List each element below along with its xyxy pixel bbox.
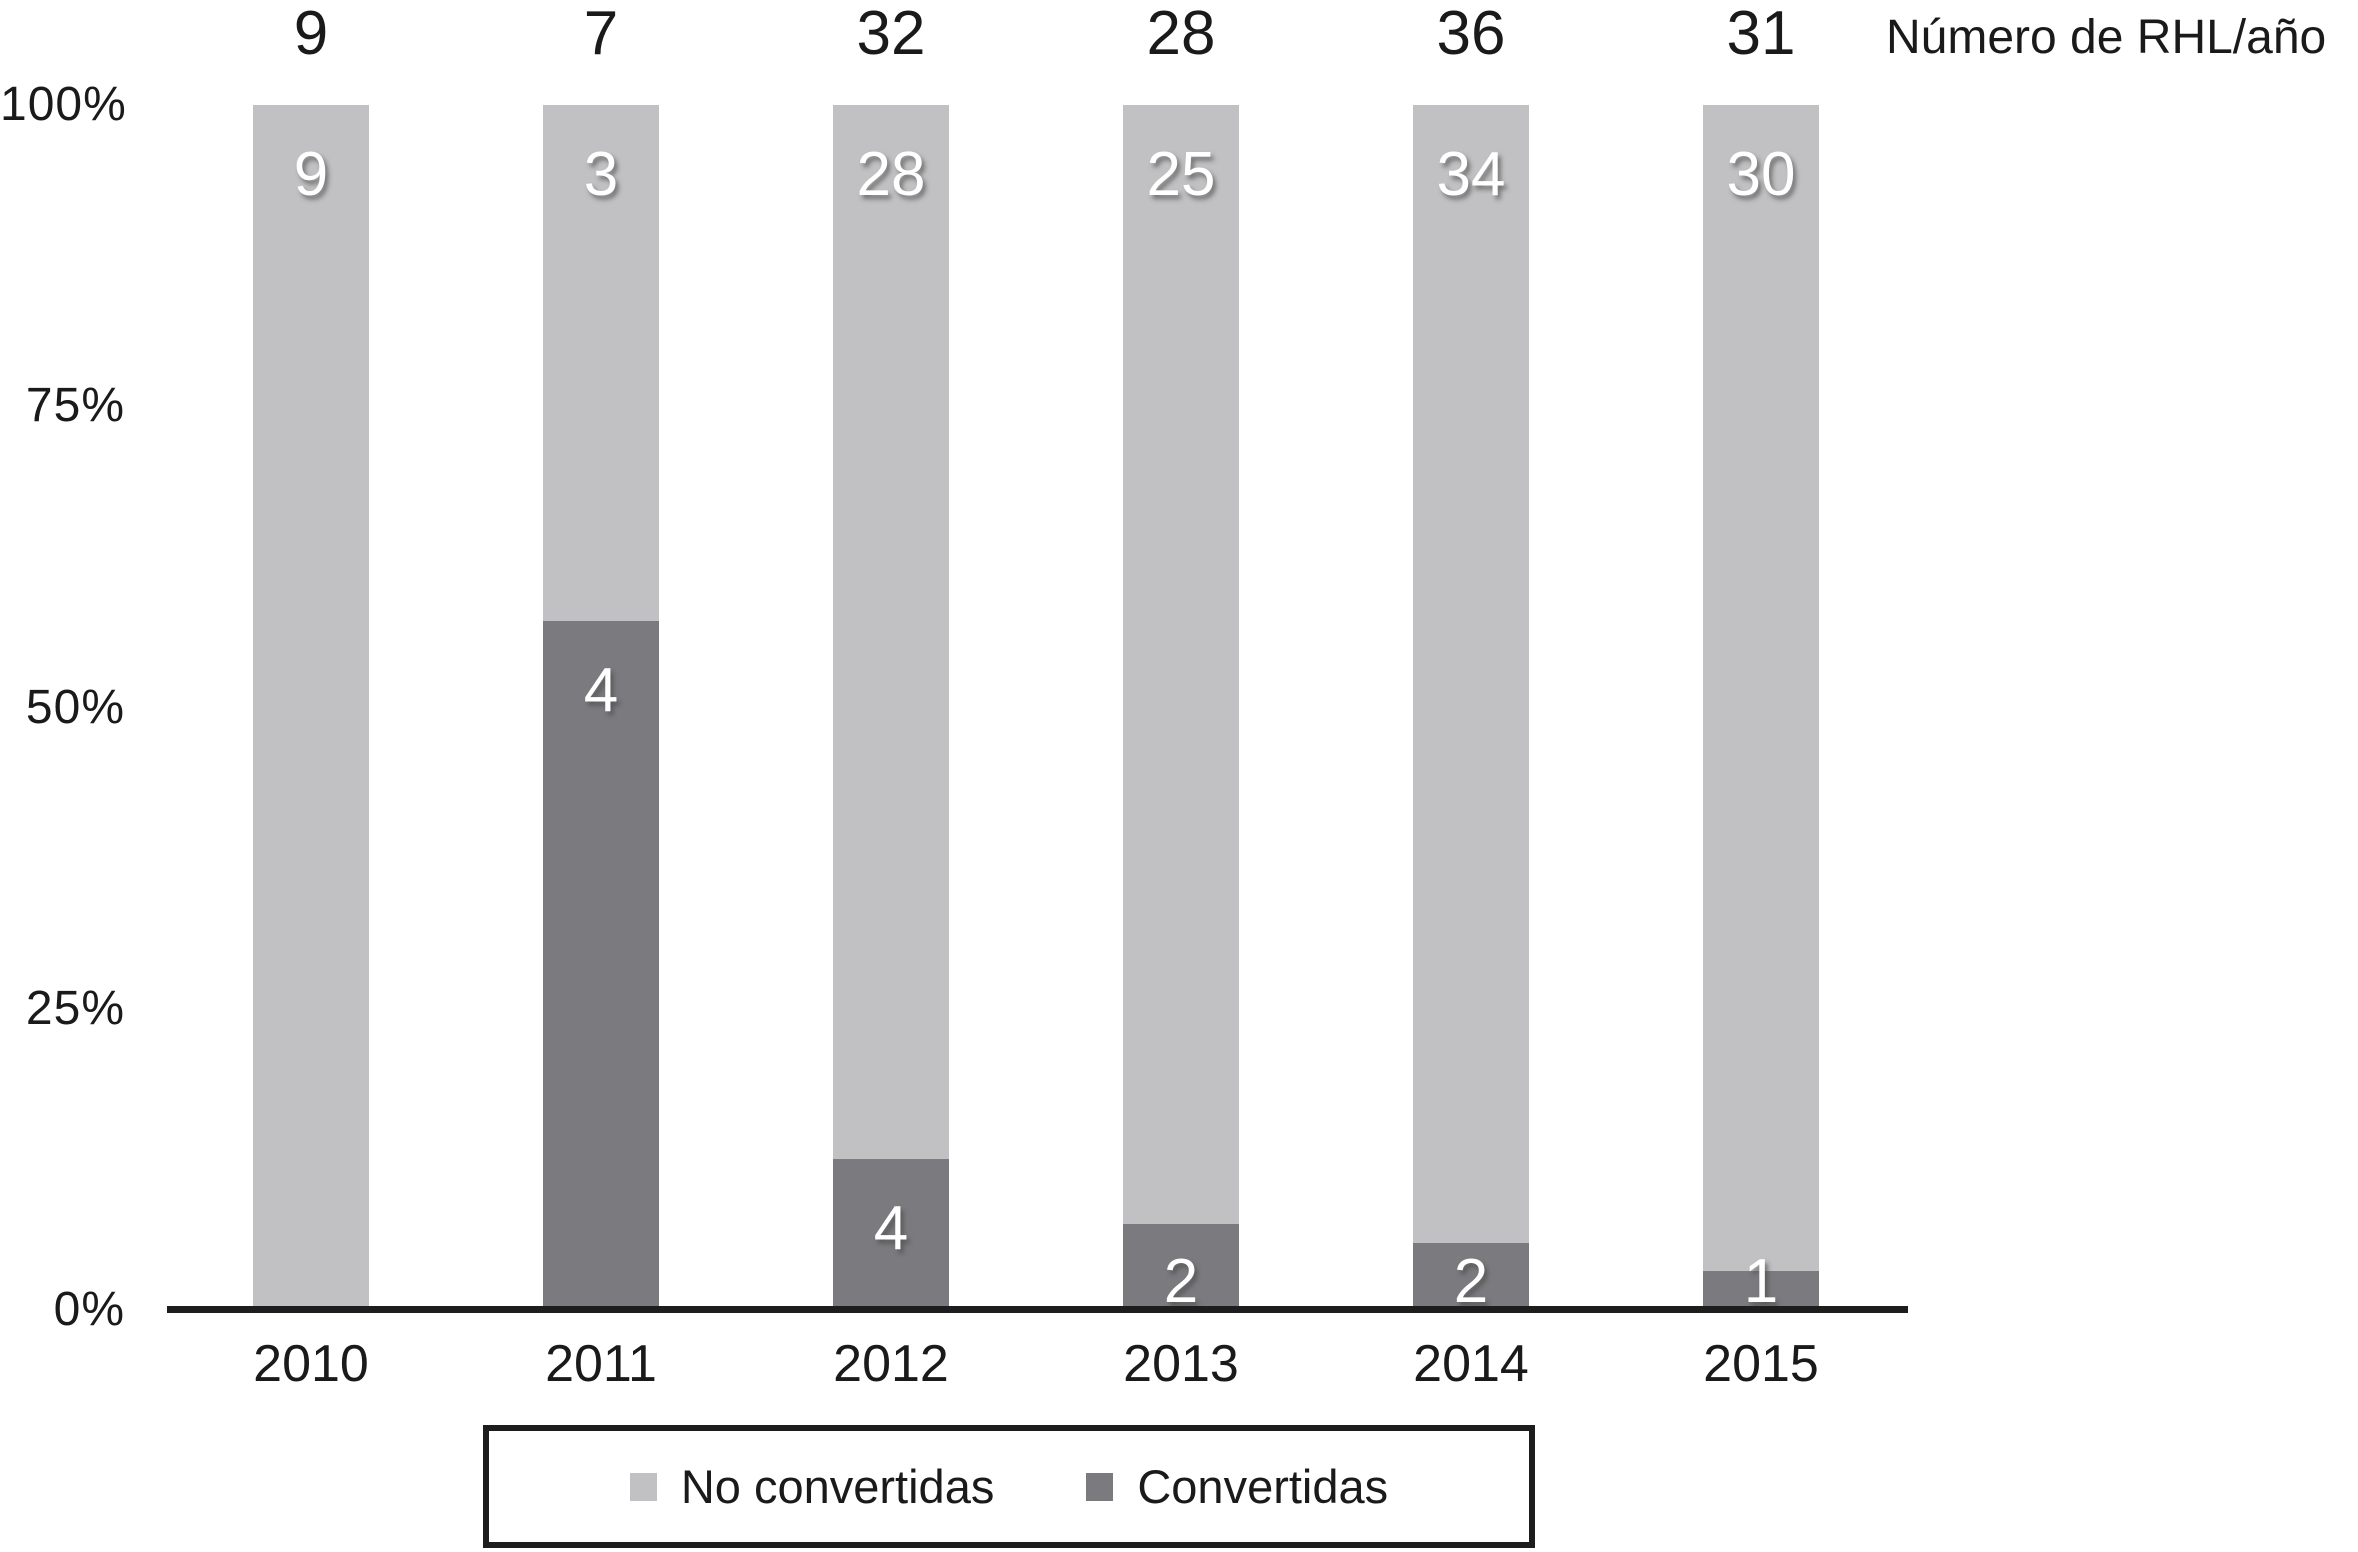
bar-value-no-convertidas-2011: 3 xyxy=(583,140,619,209)
bar-segment-no-convertidas-2015 xyxy=(1703,105,1819,1271)
bar-segment-no-convertidas-2014 xyxy=(1413,105,1529,1243)
x-tick-label-2013: 2013 xyxy=(1123,1335,1239,1393)
total-rhl-label-2014: 36 xyxy=(1436,0,1506,68)
legend-item-convertidas: Convertidas xyxy=(1086,1459,1388,1514)
y-tick-label-75%: 75% xyxy=(25,379,125,432)
total-rhl-label-2015: 31 xyxy=(1726,0,1796,68)
total-rhl-label-2012: 32 xyxy=(856,0,926,68)
bar-value-no-convertidas-2012: 28 xyxy=(856,140,926,209)
total-rhl-label-2013: 28 xyxy=(1146,0,1216,68)
bar-value-no-convertidas-2010: 9 xyxy=(293,140,329,209)
y-tick-label-25%: 25% xyxy=(25,982,125,1035)
bar-value-convertidas-2015: 1 xyxy=(1743,1247,1779,1316)
bar-value-no-convertidas-2015: 30 xyxy=(1726,140,1796,209)
x-axis-line xyxy=(167,1306,1908,1313)
bar-segment-convertidas-2013 xyxy=(1123,1224,1239,1310)
bar-segment-no-convertidas-2011 xyxy=(543,105,659,621)
legend-item-no-convertidas: No convertidas xyxy=(629,1459,995,1514)
totals-axis-title: Número de RHL/año xyxy=(1886,11,2327,64)
bar-segment-no-convertidas-2012 xyxy=(833,105,949,1159)
x-tick-label-2011: 2011 xyxy=(545,1335,657,1393)
legend-box: No convertidas Convertidas xyxy=(483,1425,1535,1548)
bar-value-convertidas-2014: 2 xyxy=(1453,1247,1489,1316)
y-tick-label-100%: 100% xyxy=(0,78,127,131)
bar-value-convertidas-2013: 2 xyxy=(1163,1247,1199,1316)
bar-segment-convertidas-2014 xyxy=(1413,1243,1529,1310)
legend-swatch-convertidas xyxy=(1086,1472,1114,1501)
bar-segment-convertidas-2011 xyxy=(543,621,659,1310)
bar-segment-convertidas-2012 xyxy=(833,1159,949,1310)
x-tick-label-2010: 2010 xyxy=(253,1335,369,1393)
legend-swatch-no-convertidas xyxy=(629,1472,657,1501)
legend-label-no-convertidas: No convertidas xyxy=(680,1460,995,1513)
y-tick-label-50%: 50% xyxy=(25,681,125,734)
x-tick-label-2012: 2012 xyxy=(833,1335,949,1393)
bar-segment-convertidas-2015 xyxy=(1703,1271,1819,1310)
bar-segment-no-convertidas-2013 xyxy=(1123,105,1239,1224)
y-tick-label-0%: 0% xyxy=(53,1283,125,1336)
bar-value-convertidas-2012: 4 xyxy=(873,1194,909,1263)
x-tick-label-2015: 2015 xyxy=(1703,1335,1819,1393)
bar-value-convertidas-2011: 4 xyxy=(583,656,619,725)
bar-segment-no-convertidas-2010 xyxy=(253,105,369,1310)
total-rhl-label-2010: 9 xyxy=(293,0,329,68)
bar-value-no-convertidas-2013: 25 xyxy=(1146,140,1216,209)
total-rhl-label-2011: 7 xyxy=(583,0,619,68)
x-tick-label-2014: 2014 xyxy=(1413,1335,1529,1393)
bar-value-no-convertidas-2014: 34 xyxy=(1436,140,1506,209)
legend-label-convertidas: Convertidas xyxy=(1137,1460,1389,1513)
